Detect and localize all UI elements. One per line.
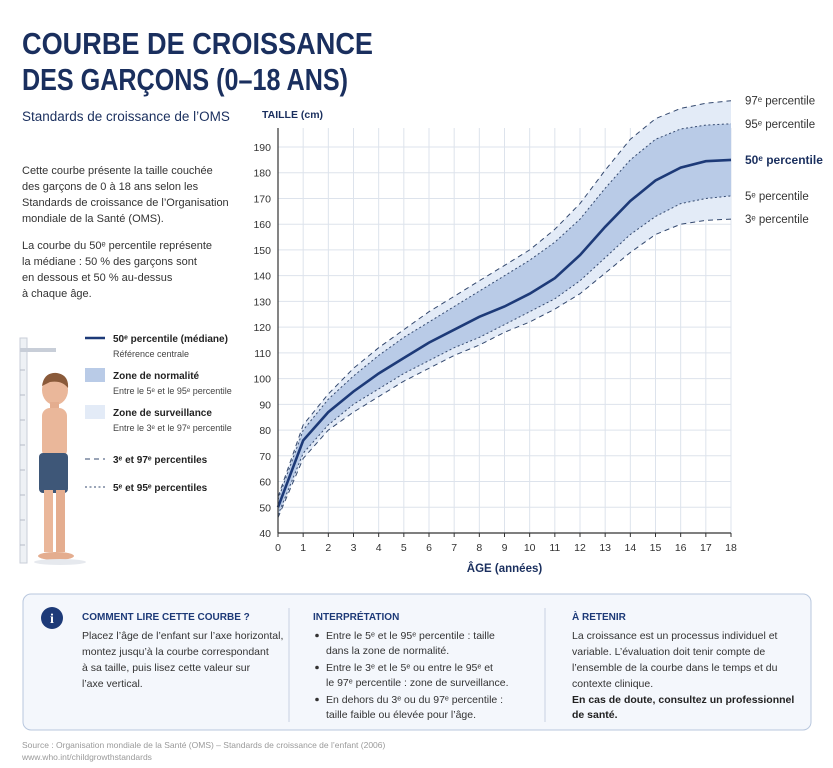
info-line: l’axe vertical.: [82, 678, 143, 690]
x-tick-label: 17: [700, 542, 712, 554]
info-heading: INTERPRÉTATION: [313, 610, 399, 623]
x-tick-label: 0: [275, 542, 281, 554]
x-tick-label: 11: [549, 542, 560, 554]
percentile-line: [277, 123, 732, 500]
y-tick-label: 90: [259, 399, 271, 411]
x-tick-label: 8: [476, 542, 482, 554]
series-label: 3ᵉ percentile: [745, 214, 809, 226]
y-tick-label: 80: [259, 425, 271, 437]
info-line: à sa taille, puis lisez cette valeur sur: [82, 662, 251, 674]
legend-label: Zone de normalité: [113, 371, 200, 382]
title: COURBE DE CROISSANCE: [22, 26, 373, 61]
x-tick-label: 13: [599, 542, 611, 554]
x-tick-label: 12: [574, 542, 586, 554]
info-line: dans la zone de normalité.: [326, 645, 449, 657]
y-tick-label: 180: [253, 168, 271, 180]
intro-line: mondiale de la Santé (OMS).: [22, 213, 164, 225]
x-tick-label: 7: [451, 542, 457, 554]
info-line: En dehors du 3ᵉ ou du 97ᵉ percentile :: [326, 694, 503, 706]
legend-label: 5ᵉ et 95ᵉ percentiles: [113, 483, 208, 494]
legend-label: 50ᵉ percentile (médiane): [113, 334, 228, 345]
subtitle: Standards de croissance de l’OMS: [22, 109, 230, 124]
info-line: l’ensemble de la courbe dans le temps et…: [572, 662, 778, 674]
y-tick-label: 170: [253, 193, 271, 205]
y-tick-label: 160: [253, 219, 271, 231]
info-line: Placez l’âge de l’enfant sur l’axe horiz…: [82, 630, 283, 642]
bullet: [315, 633, 319, 638]
intro-line: des garçons de 0 à 18 ans selon les: [22, 181, 199, 193]
legend-note: Entre le 5ᵉ et le 95ᵉ percentile: [113, 386, 232, 396]
info-panel: [22, 593, 812, 731]
intro-line: la médiane : 50 % des garçons sont: [22, 256, 197, 268]
illustration: [19, 337, 86, 565]
y-tick-label: 140: [253, 271, 271, 283]
y-tick-label: 190: [253, 142, 271, 154]
x-tick-label: 5: [401, 542, 407, 554]
info-line-bold: En cas de doute, consultez un profession…: [572, 694, 794, 706]
y-tick-label: 150: [253, 245, 271, 257]
x-tick-label: 10: [524, 542, 536, 554]
info-line: Entre le 5ᵉ et le 95ᵉ percentile : taill…: [326, 630, 495, 642]
intro-line: Standards de croissance de l’Organisatio…: [22, 197, 229, 209]
normal-band: [278, 123, 731, 516]
source-line: www.who.int/childgrowthstandards: [21, 752, 152, 762]
info-heading: COMMENT LIRE CETTE COURBE ?: [82, 612, 250, 623]
y-axis-label: TAILLE (cm): [262, 109, 323, 121]
x-tick-label: 18: [725, 542, 737, 554]
legend-note: Référence centrale: [113, 349, 189, 359]
source-line: Source : Organisation mondiale de la San…: [22, 740, 386, 750]
info-icon-glyph: i: [50, 612, 54, 627]
x-tick-label: 1: [300, 542, 306, 554]
y-tick-label: 70: [259, 451, 271, 463]
bullet: [315, 665, 319, 670]
info-line: contexte clinique.: [572, 678, 653, 690]
intro-line: Cette courbe présente la taille couchée: [22, 165, 213, 177]
series-label: 97ᵉ percentile: [745, 96, 815, 108]
series-label: 50ᵉ percentile: [745, 153, 823, 167]
info-icon: [41, 607, 63, 629]
x-tick-label: 15: [650, 542, 662, 554]
info-line: montez jusqu’à la courbe correspondant: [82, 646, 269, 658]
bullet: [315, 697, 319, 702]
y-tick-label: 60: [259, 477, 271, 489]
median-line: [276, 158, 732, 508]
info-line: variable. L’évaluation doit tenir compte…: [572, 646, 765, 658]
legend-swatch: [85, 405, 105, 419]
info-line-bold: de santé.: [572, 709, 618, 721]
percentile-line: [277, 100, 732, 498]
series-label: 95ᵉ percentile: [745, 119, 815, 131]
info-line: Entre le 3ᵉ et le 5ᵉ ou entre le 95ᵉ et: [326, 662, 493, 674]
x-tick-label: 4: [376, 542, 382, 554]
info-line: le 97ᵉ percentile : zone de surveillance…: [326, 677, 509, 689]
x-tick-label: 14: [624, 542, 636, 554]
y-tick-label: 40: [259, 528, 271, 540]
title: DES GARÇONS (0–18 ANS): [22, 62, 348, 97]
intro-line: à chaque âge.: [22, 288, 92, 300]
x-tick-label: 16: [675, 542, 687, 554]
y-tick-label: 130: [253, 296, 271, 308]
y-tick-label: 120: [253, 322, 271, 334]
intro-line: La courbe du 50ᵉ percentile représente: [22, 240, 212, 252]
legend-label: 3ᵉ et 97ᵉ percentiles: [113, 455, 208, 466]
info-line: La croissance est un processus individue…: [572, 630, 778, 642]
x-tick-label: 9: [502, 542, 508, 554]
y-tick-label: 100: [253, 374, 271, 386]
legend-label: Zone de surveillance: [113, 408, 212, 419]
x-tick-label: 2: [325, 542, 331, 554]
info-heading: À RETENIR: [572, 610, 627, 623]
y-tick-label: 50: [259, 502, 271, 514]
legend-swatch: [85, 368, 105, 382]
x-tick-label: 3: [351, 542, 357, 554]
series-label: 5ᵉ percentile: [745, 191, 809, 203]
intro-line: en dessous et 50 % au-dessus: [22, 272, 173, 284]
info-line: taille faible ou élevée pour l’âge.: [326, 709, 476, 721]
x-axis-label: ÂGE (années): [467, 562, 543, 575]
x-tick-label: 6: [426, 542, 432, 554]
y-tick-label: 110: [254, 348, 271, 360]
legend-note: Entre le 3ᵉ et le 97ᵉ percentile: [113, 423, 232, 433]
